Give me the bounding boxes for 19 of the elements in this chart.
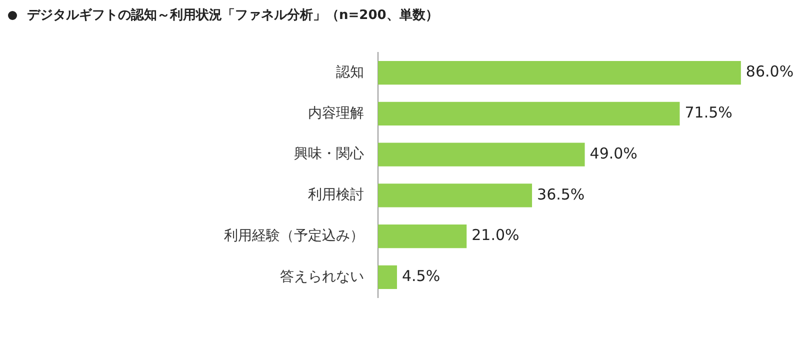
y-tick-label: 興味・関心	[294, 146, 364, 162]
data-label: 21.0%	[472, 226, 520, 244]
data-label: 86.0%	[746, 62, 794, 81]
bar	[378, 142, 585, 166]
y-tick-label: 答えられない	[280, 268, 364, 285]
bar	[378, 224, 467, 248]
bar	[378, 184, 532, 208]
bar	[378, 265, 397, 290]
y-tick-label: 内容理解	[308, 105, 364, 122]
y-tick-label: 利用経験（予定込み）	[224, 228, 364, 244]
y-tick-label: 認知	[336, 64, 364, 80]
data-label: 49.0%	[590, 144, 638, 162]
text: デジタルギフトの認知～利用状況「ファネル分析」（n=200、単数）	[27, 7, 438, 24]
data-label: 36.5%	[537, 185, 585, 204]
data-label: 4.5%	[402, 267, 440, 286]
bar	[378, 60, 741, 85]
y-tick-label: 利用検討	[308, 187, 364, 204]
bar	[378, 102, 680, 126]
data-label: 71.5%	[684, 104, 732, 122]
